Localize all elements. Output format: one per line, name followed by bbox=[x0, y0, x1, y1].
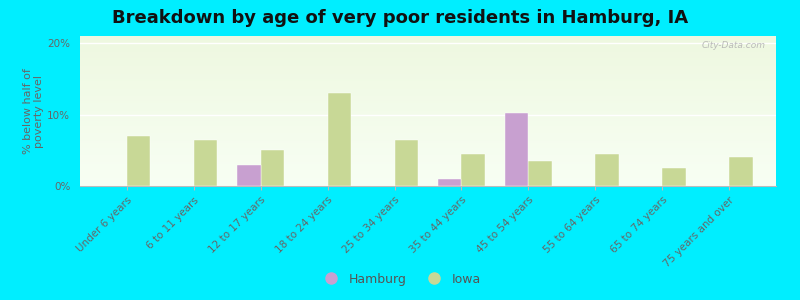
Bar bbox=[328, 93, 351, 186]
Bar bbox=[438, 179, 462, 186]
Text: Breakdown by age of very poor residents in Hamburg, IA: Breakdown by age of very poor residents … bbox=[112, 9, 688, 27]
Legend: Hamburg, Iowa: Hamburg, Iowa bbox=[314, 268, 486, 291]
Bar bbox=[238, 165, 261, 186]
Bar bbox=[127, 136, 150, 186]
Bar bbox=[662, 168, 686, 186]
Bar bbox=[729, 158, 753, 186]
Y-axis label: % below half of
poverty level: % below half of poverty level bbox=[23, 68, 45, 154]
Bar bbox=[595, 154, 618, 186]
Text: City-Data.com: City-Data.com bbox=[702, 40, 766, 50]
Bar bbox=[462, 154, 485, 186]
Bar bbox=[505, 113, 528, 186]
Bar bbox=[261, 150, 284, 186]
Bar bbox=[528, 161, 552, 186]
Bar bbox=[194, 140, 217, 186]
Bar bbox=[394, 140, 418, 186]
